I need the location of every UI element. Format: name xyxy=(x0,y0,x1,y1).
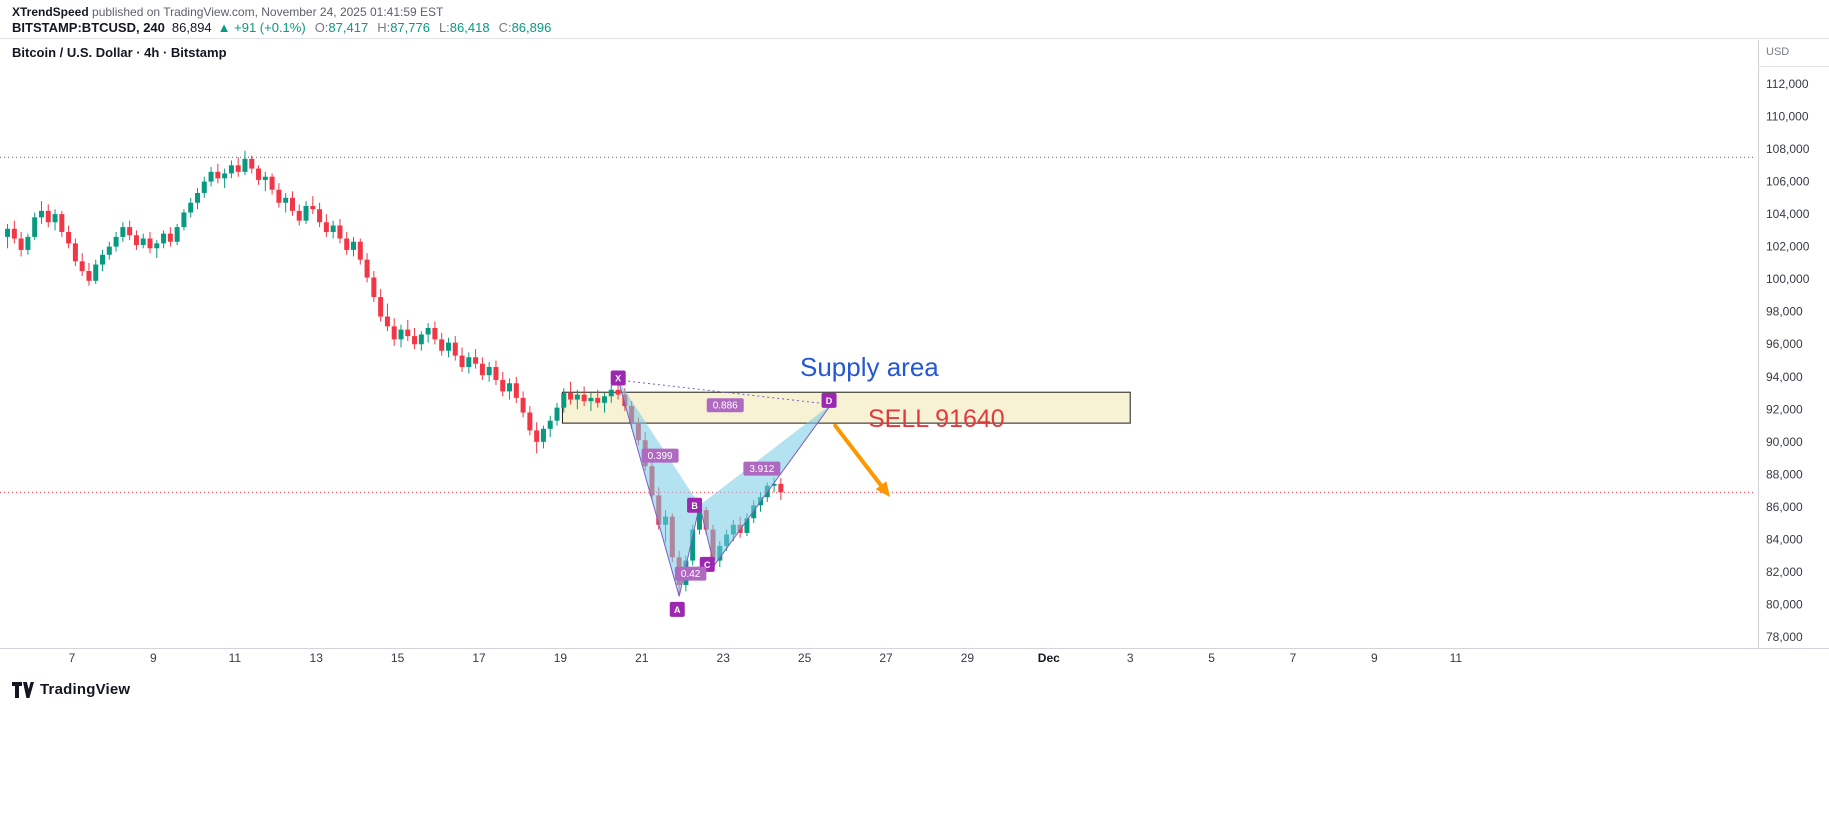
svg-text:C: C xyxy=(704,560,711,570)
currency-label[interactable]: USD xyxy=(1766,46,1790,58)
open-value: 87,417 xyxy=(328,20,369,35)
high-label: H: xyxy=(377,20,391,35)
svg-text:D: D xyxy=(826,396,833,406)
sell-arrow-head xyxy=(875,481,891,498)
watermark-text: TradingView xyxy=(40,681,131,698)
price-change: ▲ +91 (+0.1%) xyxy=(217,20,306,35)
high-value: 87,776 xyxy=(390,20,430,35)
pattern-ratio-label xyxy=(706,398,744,413)
pattern-point-X[interactable] xyxy=(610,370,626,386)
price-tick-label[interactable]: 100,000 xyxy=(1766,272,1810,286)
author-name: XTrendSpeed xyxy=(12,5,89,19)
last-price: 86,894 xyxy=(171,20,212,35)
svg-text:3.912: 3.912 xyxy=(749,464,774,475)
harmonic-pattern[interactable]: X A B C D 0.886 0.399 3.912 0.42 xyxy=(610,370,837,617)
pattern-point-A[interactable] xyxy=(669,601,685,617)
price-tick-label[interactable]: 90,000 xyxy=(1766,435,1803,449)
time-tick-label[interactable]: 23 xyxy=(717,651,731,665)
tradingview-logo-icon xyxy=(12,681,34,698)
price-tick-label[interactable]: 106,000 xyxy=(1766,175,1810,189)
price-tick-label[interactable]: 82,000 xyxy=(1766,565,1803,579)
pattern-ratio-label xyxy=(743,461,781,476)
time-tick-label[interactable]: 17 xyxy=(472,651,486,665)
price-tick-label[interactable]: 94,000 xyxy=(1766,370,1803,384)
chart-title: Bitcoin / U.S. Dollar · 4h · Bitstamp xyxy=(12,45,227,60)
svg-text:0.399: 0.399 xyxy=(648,451,673,462)
time-tick-label[interactable]: 11 xyxy=(229,651,242,665)
price-tick-label[interactable]: 78,000 xyxy=(1766,630,1803,644)
svg-text:X: X xyxy=(615,374,621,384)
time-tick-label[interactable]: Dec xyxy=(1038,651,1060,665)
price-tick-label[interactable]: 92,000 xyxy=(1766,402,1803,416)
price-tick-label[interactable]: 86,000 xyxy=(1766,500,1803,514)
time-tick-label[interactable]: 9 xyxy=(1371,651,1378,665)
price-tick-label[interactable]: 98,000 xyxy=(1766,305,1803,319)
symbol-info-line: BITSTAMP:BTCUSD, 240 86,894 ▲ +91 (+0.1%) O… xyxy=(12,20,551,35)
watermark[interactable]: TradingView xyxy=(12,681,130,698)
time-tick-label[interactable]: 9 xyxy=(150,651,157,665)
sell-arrow[interactable] xyxy=(833,423,883,488)
close-label: C: xyxy=(498,20,512,35)
time-tick-label[interactable]: 15 xyxy=(391,651,405,665)
price-tick-label[interactable]: 112,000 xyxy=(1766,77,1809,91)
time-tick-label[interactable]: 19 xyxy=(554,651,568,665)
time-tick-label[interactable]: 3 xyxy=(1127,651,1134,665)
published-line: XTrendSpeed published on TradingView.com… xyxy=(12,5,443,19)
price-tick-label[interactable]: 102,000 xyxy=(1766,240,1810,254)
price-tick-label[interactable]: 88,000 xyxy=(1766,467,1803,481)
time-tick-label[interactable]: 7 xyxy=(1290,651,1297,665)
symbol-name[interactable]: BITSTAMP:BTCUSD, 240 xyxy=(12,20,165,35)
low-label: L: xyxy=(438,20,450,35)
time-tick-label[interactable]: 7 xyxy=(69,651,76,665)
time-tick-label[interactable]: 29 xyxy=(961,651,975,665)
supply-zone-rect[interactable] xyxy=(561,391,1131,424)
low-value: 86,418 xyxy=(449,20,490,35)
time-tick-label[interactable]: 5 xyxy=(1208,651,1215,665)
price-tick-label[interactable]: 104,000 xyxy=(1766,207,1810,221)
svg-text:A: A xyxy=(674,605,681,615)
close-value: 86,896 xyxy=(511,20,552,35)
price-tick-label[interactable]: 96,000 xyxy=(1766,337,1803,351)
time-tick-label[interactable]: 13 xyxy=(310,651,324,665)
supply-area-label: Supply area xyxy=(800,352,939,382)
price-tick-label[interactable]: 108,000 xyxy=(1766,142,1810,156)
open-label: O: xyxy=(314,20,329,35)
price-tick-label[interactable]: 84,000 xyxy=(1766,532,1803,546)
pattern-ratio-label xyxy=(674,566,707,581)
time-tick-label[interactable]: 11 xyxy=(1450,651,1463,665)
sell-annotation-label: SELL 91640 xyxy=(868,405,1005,433)
time-tick-label[interactable]: 21 xyxy=(635,651,649,665)
price-tick-label[interactable]: 110,000 xyxy=(1766,110,1809,124)
price-tick-label[interactable]: 80,000 xyxy=(1766,597,1803,611)
pattern-point-B[interactable] xyxy=(687,497,703,513)
published-info: published on TradingView.com, November 2… xyxy=(88,5,444,19)
time-tick-label[interactable]: 27 xyxy=(879,651,893,665)
pattern-ratio-label xyxy=(641,448,679,463)
svg-text:B: B xyxy=(691,501,698,511)
svg-text:0.886: 0.886 xyxy=(713,401,738,412)
pattern-point-D[interactable] xyxy=(821,392,837,408)
svg-text:0.42: 0.42 xyxy=(681,569,701,580)
time-tick-label[interactable]: 25 xyxy=(798,651,812,665)
